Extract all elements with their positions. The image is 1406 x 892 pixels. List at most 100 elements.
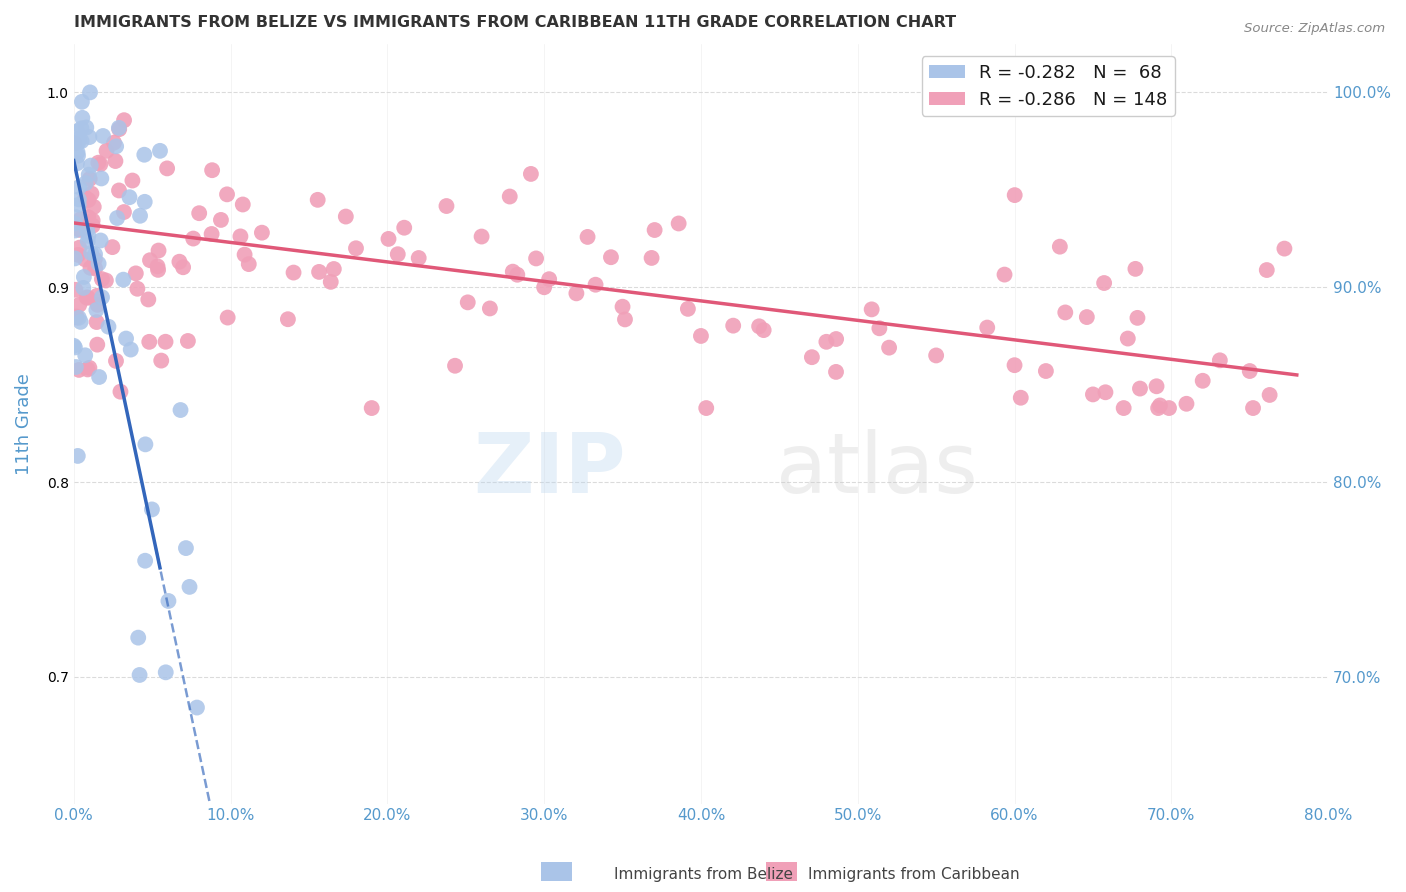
Point [307, 193, 329, 207]
Point [155, 334, 177, 349]
Point [115, 332, 138, 346]
Point [387, 247, 409, 261]
Point [146, 260, 169, 274]
Point [65, 211, 87, 225]
Point [67, 241, 90, 255]
Point [90, 171, 112, 186]
Point [993, 268, 1015, 282]
Point [179, 580, 201, 594]
Point [250, 226, 273, 240]
Point [127, 631, 149, 645]
Point [77, 193, 100, 207]
Point [63, 217, 86, 231]
Point [104, 154, 127, 169]
Point [538, 272, 561, 286]
Point [188, 206, 211, 220]
Point [103, 136, 125, 150]
Point [112, 273, 135, 287]
Point [63, 341, 86, 355]
Point [110, 384, 132, 399]
Point [157, 594, 180, 608]
Point [79, 130, 101, 145]
Point [1010, 391, 1032, 405]
Point [108, 120, 131, 135]
Point [80, 186, 103, 201]
Point [67, 193, 90, 207]
Point [392, 220, 415, 235]
Point [1116, 332, 1139, 346]
Point [148, 244, 170, 258]
Point [69, 315, 91, 329]
Point [138, 334, 160, 349]
Point [976, 320, 998, 334]
Point [1157, 401, 1180, 415]
Point [408, 251, 430, 265]
Point [1035, 364, 1057, 378]
Point [70, 134, 93, 148]
Point [67, 310, 90, 325]
Point [76, 291, 98, 305]
Point [86, 337, 108, 351]
Point [1258, 388, 1281, 402]
Point [1126, 310, 1149, 325]
Point [139, 253, 162, 268]
Point [174, 541, 197, 555]
Point [79, 86, 101, 100]
Point [640, 251, 662, 265]
Point [436, 199, 458, 213]
Point [471, 229, 494, 244]
Point [1209, 353, 1232, 368]
Point [75, 120, 97, 135]
Point [215, 187, 238, 202]
Point [322, 262, 344, 277]
Point [169, 403, 191, 417]
Point [668, 217, 690, 231]
Point [86, 289, 108, 303]
Point [75, 191, 97, 205]
Point [72, 281, 94, 295]
Point [77, 228, 100, 243]
Point [66, 449, 89, 463]
Point [156, 161, 179, 176]
Text: atlas: atlas [776, 429, 979, 509]
Point [83, 200, 105, 214]
Point [70, 121, 93, 136]
Point [676, 301, 699, 316]
Point [524, 252, 547, 266]
Point [67, 363, 90, 377]
Point [77, 211, 100, 225]
Point [82, 213, 104, 227]
Point [444, 359, 467, 373]
Point [1191, 374, 1213, 388]
Point [1092, 276, 1115, 290]
Point [502, 265, 524, 279]
Point [277, 312, 299, 326]
Point [65, 310, 87, 325]
Point [121, 173, 143, 187]
Point [134, 437, 156, 451]
Point [1054, 305, 1077, 319]
Point [79, 360, 101, 375]
Point [134, 147, 156, 161]
Point [1112, 401, 1135, 415]
Point [825, 332, 848, 346]
Point [506, 268, 529, 282]
Point [1125, 261, 1147, 276]
Point [73, 270, 96, 285]
Point [1146, 379, 1168, 393]
Point [65, 359, 87, 374]
Point [86, 298, 108, 312]
Point [65, 136, 87, 150]
Point [105, 139, 128, 153]
Point [76, 362, 98, 376]
Point [229, 229, 252, 244]
Point [66, 156, 89, 170]
Point [209, 213, 232, 227]
Point [91, 272, 114, 286]
Point [90, 234, 112, 248]
Point [91, 128, 114, 143]
Point [66, 145, 89, 160]
Point [499, 189, 522, 203]
Point [141, 502, 163, 516]
Point [67, 135, 90, 149]
